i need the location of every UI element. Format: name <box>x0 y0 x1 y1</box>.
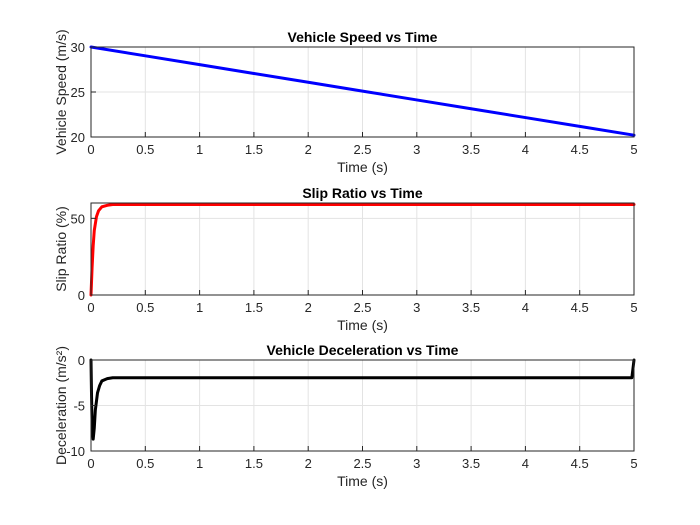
slip-y-tick-label: 50 <box>71 211 85 226</box>
speed-subplot: 0 0.5 1 1.5 2 2.5 3 3.5 4 4.5 5 20 25 30 Vehicle Spe… <box>53 29 638 175</box>
decel-x-tick-label: 1.5 <box>245 456 263 471</box>
decel-y-tick-label: -10 <box>66 444 85 459</box>
speed-x-tick-label: 0.5 <box>136 142 154 157</box>
decel-x-tick-label: 1 <box>196 456 203 471</box>
slip-x-tick-label: 3.5 <box>462 300 480 315</box>
decel-chart-title: Vehicle Deceleration vs Time <box>267 342 459 358</box>
decel-x-tick-label: 2.5 <box>353 456 371 471</box>
slip-y-tick-label: 0 <box>78 288 85 303</box>
decel-y-tick-label: 0 <box>78 353 85 368</box>
slip-x-tick-label: 2.5 <box>353 300 371 315</box>
decel-y-tick-label: -5 <box>73 399 85 414</box>
decel-x-tick-label: 2 <box>305 456 312 471</box>
speed-x-tick-label: 1 <box>196 142 203 157</box>
slip-x-tick-label: 0.5 <box>136 300 154 315</box>
decel-x-tick-label: 3.5 <box>462 456 480 471</box>
speed-x-tick-label: 2 <box>305 142 312 157</box>
speed-x-ticks: 0 0.5 1 1.5 2 2.5 3 3.5 4 4.5 5 <box>87 132 638 157</box>
slip-subplot: 0 0.5 1 1.5 2 2.5 3 3.5 4 4.5 5 0 50 Slip Ratio vs … <box>53 185 638 333</box>
decel-subplot: 0 0.5 1 1.5 2 2.5 3 3.5 4 4.5 5 -10 -5 0 Vehicle Dec… <box>53 342 638 489</box>
decel-x-ticks: 0 0.5 1 1.5 2 2.5 3 3.5 4 4.5 5 <box>87 446 638 471</box>
speed-y-tick-label: 25 <box>71 85 85 100</box>
slip-y-ticks: 0 50 <box>71 211 96 303</box>
slip-x-tick-label: 3 <box>413 300 420 315</box>
speed-y-ticks: 20 25 30 <box>71 40 96 145</box>
decel-x-tick-label: 4.5 <box>571 456 589 471</box>
speed-x-tick-label: 3 <box>413 142 420 157</box>
speed-x-tick-label: 1.5 <box>245 142 263 157</box>
decel-series <box>89 358 636 441</box>
slip-series-line <box>89 203 636 297</box>
speed-x-tick-label: 0 <box>87 142 94 157</box>
decel-x-tick-label: 0 <box>87 456 94 471</box>
decel-y-ticks: -10 -5 0 <box>66 353 96 459</box>
speed-y-tick-label: 20 <box>71 130 85 145</box>
decel-x-tick-label: 3 <box>413 456 420 471</box>
speed-x-tick-label: 3.5 <box>462 142 480 157</box>
speed-x-tick-label: 5 <box>630 142 637 157</box>
slip-x-tick-label: 1.5 <box>245 300 263 315</box>
decel-x-tick-label: 5 <box>630 456 637 471</box>
speed-series <box>89 45 636 137</box>
slip-x-tick-label: 5 <box>630 300 637 315</box>
speed-x-axis-label: Time (s) <box>337 159 388 175</box>
slip-y-axis-label: Slip Ratio (%) <box>53 206 69 292</box>
decel-x-axis-label: Time (s) <box>337 473 388 489</box>
speed-series-line <box>89 45 636 137</box>
speed-x-tick-label: 2.5 <box>353 142 371 157</box>
speed-x-tick-label: 4 <box>522 142 529 157</box>
slip-x-tick-label: 1 <box>196 300 203 315</box>
slip-x-tick-label: 2 <box>305 300 312 315</box>
speed-chart-title: Vehicle Speed vs Time <box>288 29 438 45</box>
decel-y-axis-label: Deceleration (m/s²) <box>53 346 69 465</box>
speed-y-axis-label: Vehicle Speed (m/s) <box>53 29 69 154</box>
decel-series-line <box>89 358 636 441</box>
speed-y-tick-label: 30 <box>71 40 85 55</box>
slip-x-axis-label: Time (s) <box>337 317 388 333</box>
slip-x-tick-label: 0 <box>87 300 94 315</box>
decel-x-tick-label: 4 <box>522 456 529 471</box>
decel-x-tick-label: 0.5 <box>136 456 154 471</box>
slip-x-ticks: 0 0.5 1 1.5 2 2.5 3 3.5 4 4.5 5 <box>87 290 638 315</box>
slip-series <box>89 203 636 297</box>
slip-chart-title: Slip Ratio vs Time <box>302 185 423 201</box>
speed-x-tick-label: 4.5 <box>571 142 589 157</box>
slip-x-tick-label: 4 <box>522 300 529 315</box>
slip-x-tick-label: 4.5 <box>571 300 589 315</box>
